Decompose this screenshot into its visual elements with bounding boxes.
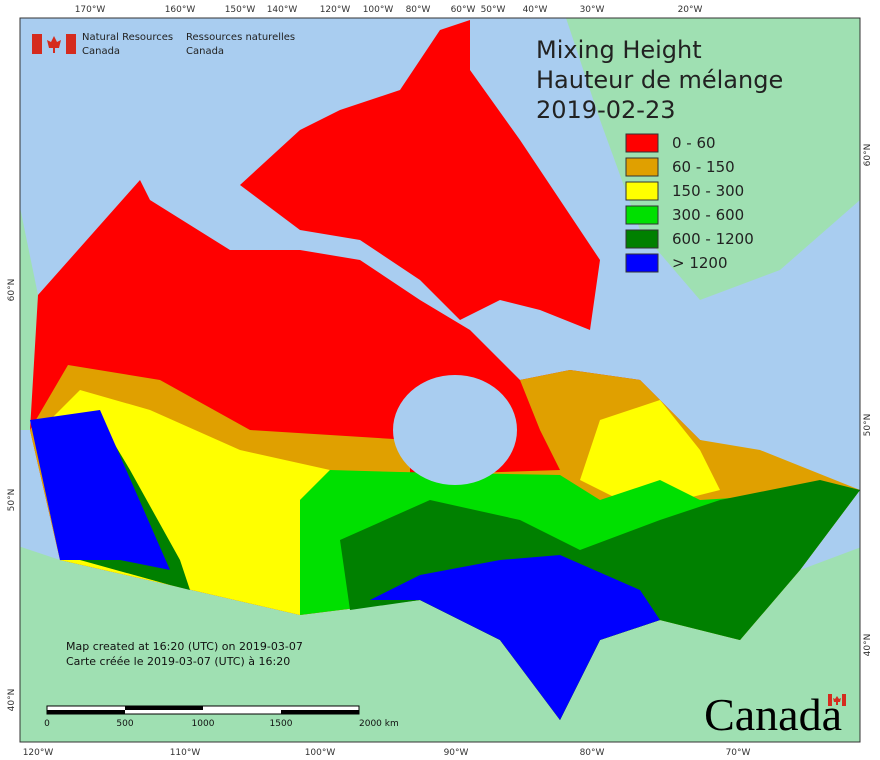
scale-label: 1000 bbox=[192, 719, 215, 729]
credit: Ressources naturelles bbox=[186, 32, 295, 43]
title: Mixing Height bbox=[536, 36, 702, 64]
graticule-label: 50°N bbox=[7, 489, 17, 512]
graticule-label: 30°W bbox=[580, 5, 605, 15]
credit: Canada bbox=[82, 46, 120, 57]
band-5 bbox=[30, 410, 660, 720]
scale-label: 1500 bbox=[270, 719, 293, 729]
scale-label: 0 bbox=[44, 719, 50, 729]
legend-swatch bbox=[625, 157, 659, 177]
legend-label: 60 - 150 bbox=[672, 158, 735, 176]
legend-label: 600 - 1200 bbox=[672, 230, 754, 248]
graticule-label: 100°W bbox=[363, 5, 394, 15]
graticule-label: 80°W bbox=[406, 5, 431, 15]
graticule-label: 160°W bbox=[165, 5, 196, 15]
graticule-label: 120°W bbox=[320, 5, 351, 15]
graticule-label: 140°W bbox=[267, 5, 298, 15]
usa bbox=[20, 546, 860, 742]
graticule-label: 170°W bbox=[75, 5, 106, 15]
greenland bbox=[566, 18, 860, 300]
legend-swatch bbox=[625, 181, 659, 201]
graticule-label: 40°N bbox=[7, 689, 17, 712]
graticule-label: 40°N bbox=[863, 634, 873, 657]
wordmark: Canada bbox=[704, 689, 842, 740]
title: 2019-02-23 bbox=[536, 96, 675, 124]
logo bbox=[32, 34, 76, 54]
graticule-label: 90°W bbox=[444, 748, 469, 758]
graticule-label: 20°W bbox=[678, 5, 703, 15]
scale-label: 500 bbox=[116, 719, 133, 729]
scale-bar bbox=[46, 705, 360, 715]
graticule-label: 150°W bbox=[225, 5, 256, 15]
title: Hauteur de mélange bbox=[536, 66, 783, 94]
alaska bbox=[20, 207, 38, 430]
legend-label: 150 - 300 bbox=[672, 182, 744, 200]
graticule-label: 80°W bbox=[580, 748, 605, 758]
legend-swatch bbox=[625, 253, 659, 273]
legend-label: > 1200 bbox=[672, 254, 728, 272]
legend-swatch bbox=[625, 133, 659, 153]
scale-label: 2000 km bbox=[359, 719, 399, 729]
arctic-islands bbox=[240, 20, 600, 330]
legend-swatch bbox=[625, 229, 659, 249]
graticule-label: 60°N bbox=[863, 144, 873, 167]
credit: Canada bbox=[186, 46, 224, 57]
graticule-label: 60°N bbox=[7, 279, 17, 302]
legend-swatch bbox=[625, 205, 659, 225]
graticule-label: 50°N bbox=[863, 414, 873, 437]
band-2 bbox=[40, 390, 720, 615]
credit: Natural Resources bbox=[82, 32, 173, 43]
graticule-label: 120°W bbox=[23, 748, 54, 758]
graticule-label: 40°W bbox=[523, 5, 548, 15]
flag-mark bbox=[828, 694, 846, 706]
footnote: Carte créée le 2019-03-07 (UTC) à 16:20 bbox=[66, 655, 290, 668]
graticule-label: 110°W bbox=[170, 748, 201, 758]
hudson-bay bbox=[393, 375, 517, 485]
legend-label: 0 - 60 bbox=[672, 134, 716, 152]
frame bbox=[19, 17, 861, 743]
footnote: Map created at 16:20 (UTC) on 2019-03-07 bbox=[66, 640, 303, 653]
legend-label: 300 - 600 bbox=[672, 206, 744, 224]
graticule-label: 60°W bbox=[451, 5, 476, 15]
graticule-label: 50°W bbox=[481, 5, 506, 15]
graticule-label: 100°W bbox=[305, 748, 336, 758]
graticule-label: 70°W bbox=[726, 748, 751, 758]
